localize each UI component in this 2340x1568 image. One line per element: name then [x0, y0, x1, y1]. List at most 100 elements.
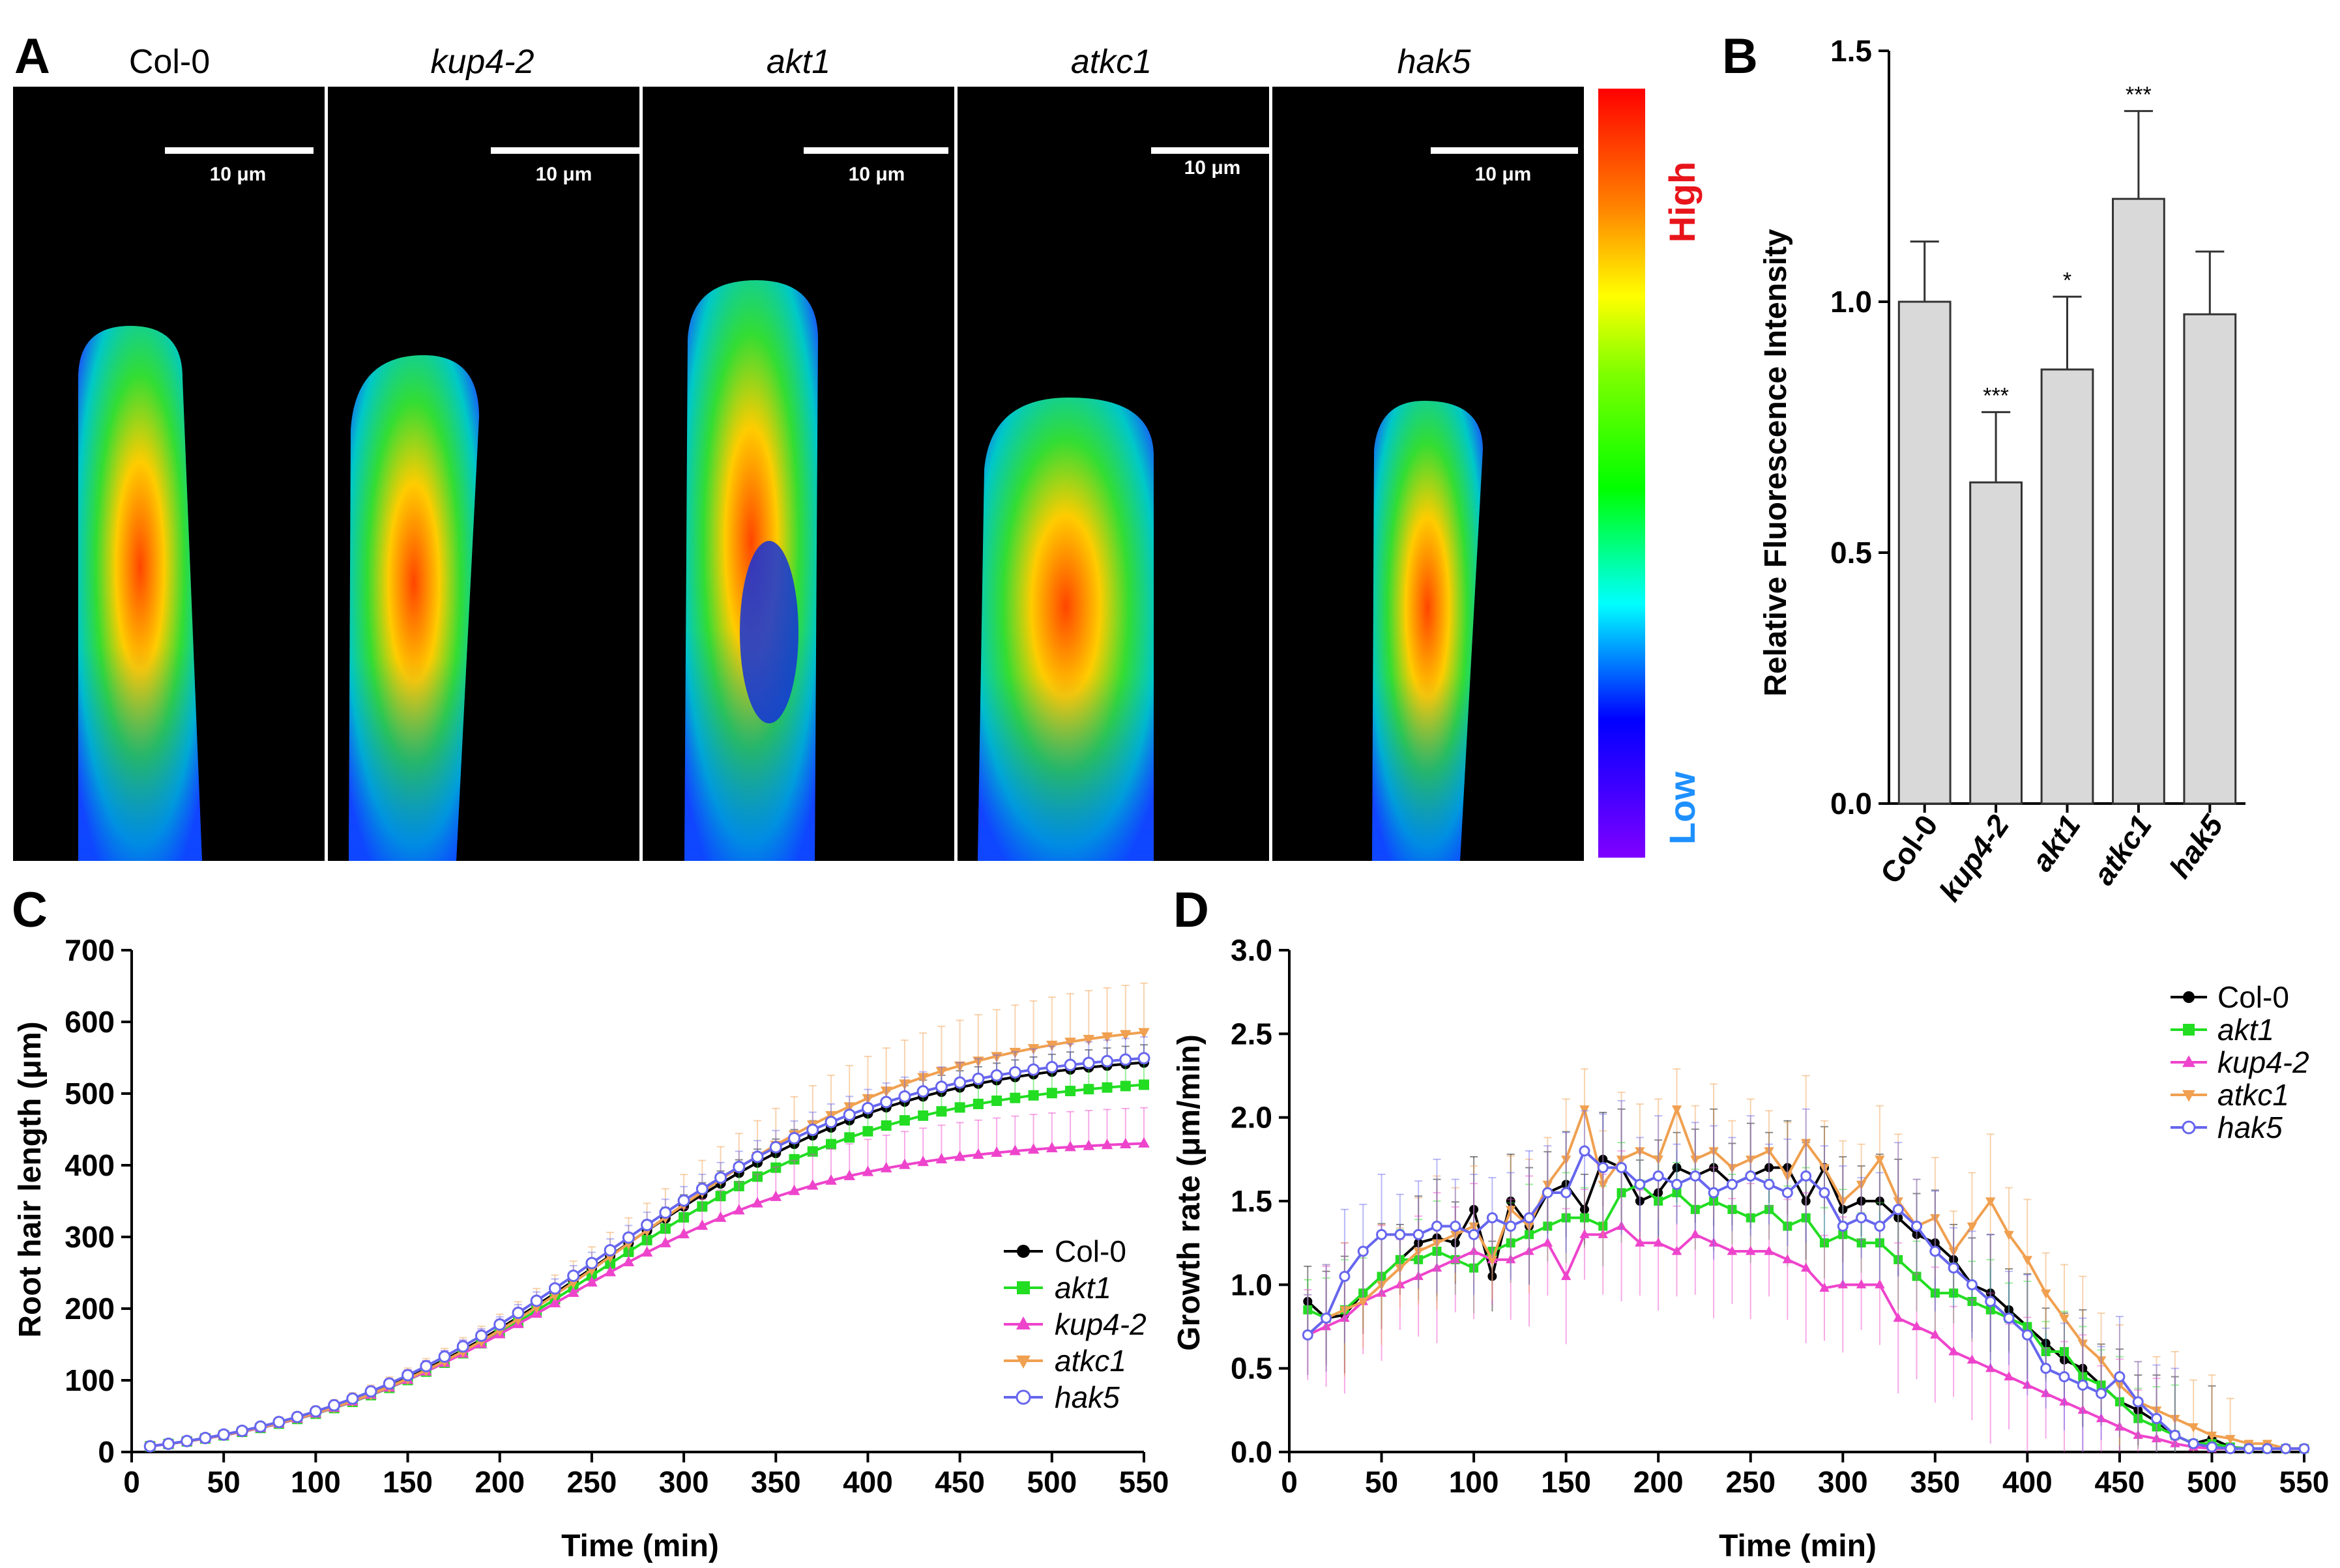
- legend-label: akt1: [1055, 1271, 1111, 1305]
- y-tick-label: 1.5: [1830, 34, 1872, 68]
- data-point: [1708, 1187, 1719, 1198]
- data-point: [1690, 1204, 1700, 1214]
- data-point: [1746, 1155, 1756, 1165]
- data-point: [1064, 1038, 1076, 1049]
- x-tick-label: 150: [383, 1465, 433, 1499]
- y-tick-label: 600: [65, 1005, 115, 1039]
- data-point: [2133, 1414, 2143, 1423]
- x-tick-label: 0: [1281, 1465, 1298, 1499]
- data-point: [1671, 1245, 1682, 1255]
- legend-label: kup4-2: [1055, 1307, 1147, 1341]
- data-point: [660, 1223, 671, 1234]
- data-point: [2133, 1429, 2143, 1439]
- data-point: [1525, 1230, 1534, 1240]
- panel-label-a: A: [14, 29, 50, 84]
- data-point: [1027, 1044, 1040, 1055]
- x-tick-label: 50: [1365, 1465, 1398, 1499]
- data-point: [1377, 1271, 1386, 1281]
- data-point: [1635, 1147, 1645, 1157]
- data-point: [1579, 1204, 1589, 1214]
- data-point: [1616, 1221, 1627, 1230]
- x-tick-label: 450: [935, 1465, 985, 1499]
- data-point: [1487, 1256, 1498, 1266]
- data-point: [954, 1061, 966, 1072]
- data-point: [1506, 1238, 1515, 1248]
- data-point: [2182, 1090, 2195, 1102]
- data-point: [2133, 1405, 2143, 1415]
- data-point: [254, 1420, 267, 1433]
- x-tick-label: 500: [1027, 1465, 1077, 1499]
- data-point: [1101, 1032, 1113, 1043]
- data-point: [1746, 1213, 1755, 1223]
- y-tick-label: 0.5: [1830, 536, 1872, 570]
- data-point: [2206, 1431, 2217, 1441]
- data-point: [1083, 1139, 1095, 1150]
- data-point: [2114, 1421, 2125, 1431]
- data-point: [1967, 1297, 1977, 1306]
- data-point: [622, 1256, 635, 1267]
- data-point: [1009, 1047, 1021, 1058]
- x-tick-label: 400: [843, 1465, 893, 1499]
- data-point: [1764, 1163, 1774, 1172]
- bar: [1897, 300, 1952, 805]
- colorbar-high-label: High: [1661, 162, 1703, 242]
- data-point: [328, 1399, 341, 1412]
- data-point: [788, 1184, 800, 1195]
- x-tick-label: 450: [2095, 1465, 2145, 1499]
- panel-c-axes: [121, 949, 1145, 1462]
- data-point: [1542, 1237, 1553, 1247]
- data-point: [1653, 1237, 1663, 1247]
- x-tick-label: 500: [2187, 1465, 2237, 1499]
- data-point: [1856, 1279, 1867, 1288]
- data-point: [1413, 1271, 1424, 1281]
- data-point: [2132, 1396, 2144, 1408]
- data-point: [346, 1392, 359, 1405]
- data-point: [1046, 1040, 1058, 1051]
- data-point: [1800, 1170, 1812, 1182]
- data-point: [2114, 1397, 2124, 1406]
- data-point: [1524, 1245, 1534, 1255]
- data-point: [973, 1148, 984, 1159]
- legend-label: Col-0: [1055, 1234, 1126, 1268]
- data-point: [899, 1115, 910, 1126]
- data-point: [1082, 1056, 1095, 1069]
- data-point: [1137, 1052, 1150, 1065]
- data-point: [880, 1086, 892, 1097]
- significance-label: *: [2063, 268, 2071, 293]
- data-point: [1726, 1178, 1738, 1190]
- panel-d-series: [1302, 1068, 2310, 1455]
- data-point: [1819, 1164, 1830, 1174]
- data-point: [1893, 1197, 1903, 1207]
- data-point: [898, 1090, 911, 1103]
- y-tick-label: 0: [98, 1435, 115, 1469]
- data-point: [1616, 1162, 1628, 1174]
- data-point: [549, 1297, 561, 1308]
- data-point: [880, 1096, 893, 1109]
- data-point: [622, 1231, 635, 1244]
- legend-label: kup4-2: [2217, 1045, 2309, 1079]
- data-point: [2170, 1438, 2180, 1447]
- data-point: [1819, 1283, 1830, 1292]
- data-point: [1985, 1363, 1996, 1372]
- data-point: [1542, 1180, 1553, 1190]
- data-point: [1653, 1155, 1663, 1165]
- data-point: [1708, 1147, 1719, 1157]
- panel-label-b: B: [1722, 29, 1758, 84]
- data-point: [2151, 1406, 2162, 1416]
- data-point: [1763, 1178, 1775, 1190]
- data-point: [1654, 1197, 1663, 1206]
- micrograph-tile-akt1: 10 μm: [643, 87, 954, 861]
- data-point: [1358, 1298, 1368, 1307]
- data-point: [2059, 1396, 2069, 1406]
- x-tick-label: 50: [207, 1465, 241, 1499]
- data-point: [1339, 1306, 1350, 1316]
- data-point: [1358, 1288, 1368, 1298]
- data-point: [585, 1256, 598, 1270]
- significance-label: ***: [1983, 383, 2009, 408]
- data-point: [1875, 1197, 1884, 1206]
- data-point: [2206, 1441, 2217, 1453]
- data-point: [1783, 1221, 1792, 1231]
- data-point: [935, 1081, 948, 1094]
- data-point: [2243, 1443, 2255, 1455]
